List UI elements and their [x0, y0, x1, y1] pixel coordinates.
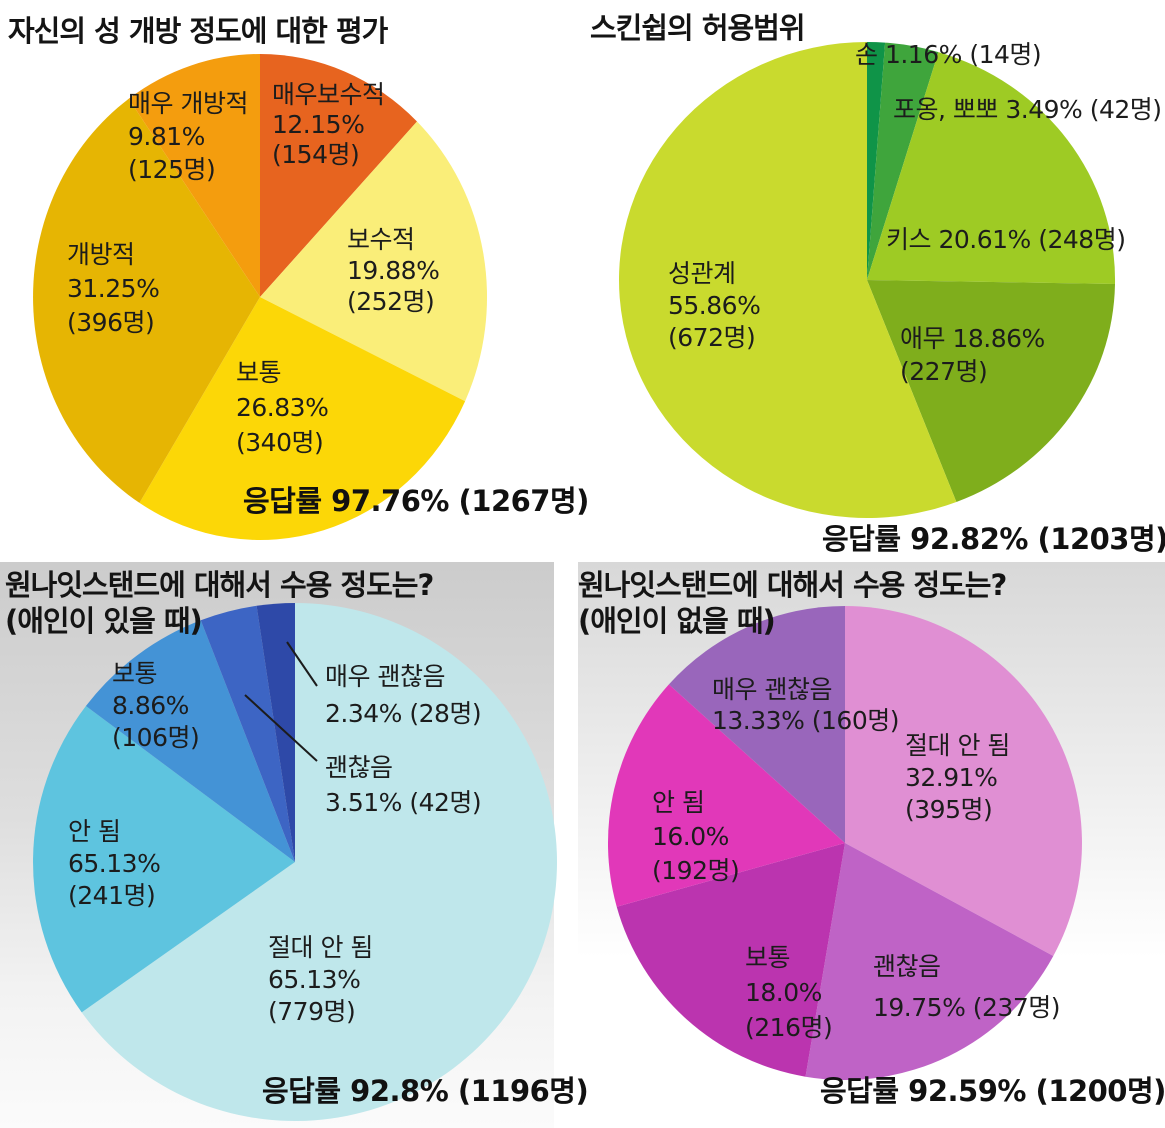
- pie3-slice-3: [200, 605, 295, 862]
- chart4-subtitle: (애인이 없을 때): [578, 604, 776, 638]
- chart4-response-rate: 응답률 92.59% (1200명): [820, 1074, 1165, 1108]
- chart2-label-kiss: 키스 20.61% (248명): [886, 225, 1126, 254]
- pie2-slice-4: [619, 42, 957, 518]
- chart3-title: 원나잇스탠드에 대해서 수용 정도는?: [5, 568, 434, 602]
- chart4-label-very-ok: 매우 괜찮음 13.33% (160명): [712, 675, 900, 735]
- chart3-label-ok: 괜찮음 3.51% (42명): [325, 753, 482, 817]
- pie2-slice-1: [867, 42, 939, 280]
- pie4-slice-0: [845, 606, 1082, 956]
- chart2-label-hug-peck: 포옹, 뽀뽀 3.49% (42명): [893, 95, 1162, 124]
- chart1-label-very-conservative: 매우보수적 12.15% (154명): [272, 80, 385, 169]
- pie4-slice-2: [616, 843, 845, 1077]
- chart2-label-petting: 애무 18.86% (227명): [900, 324, 1045, 386]
- pie1-slice-1: [260, 121, 488, 402]
- chart3-label-not-ok: 안 됨 65.13% (241명): [68, 817, 161, 910]
- annotation-layer: [244, 641, 318, 762]
- pie2-slice-0: [867, 41, 886, 280]
- pie3-slice-2: [85, 620, 296, 862]
- chart4-label-ok-name: 괜찮음: [873, 952, 941, 981]
- pie4-slice-4: [668, 606, 845, 843]
- chart3-response-rate: 응답률 92.8% (1196명): [262, 1074, 589, 1108]
- pie1-slice-3: [33, 98, 260, 503]
- chart1-label-conservative: 보수적 19.88% (252명): [347, 225, 440, 316]
- chart4-label-absolutely-not: 절대 안 됨 32.91% (395명): [905, 731, 1010, 824]
- chart4-label-not-ok: 안 됨 16.0% (192명): [652, 788, 740, 885]
- leader-line-very-ok: [286, 641, 318, 687]
- pie2-slice-2: [867, 52, 1116, 284]
- pie1-slice-4: [128, 54, 260, 297]
- chart1-label-very-open: 매우 개방적 9.81% (125명): [128, 89, 248, 184]
- chart2-label-hand: 손 1.16% (14명): [855, 40, 1042, 69]
- chart2-title: 스킨쉽의 허용범위: [590, 11, 806, 45]
- pie3-slice-1: [33, 706, 295, 1013]
- chart1-response-rate: 응답률 97.76% (1267명): [243, 484, 589, 518]
- pie-slice-layer: [33, 41, 1116, 1121]
- pie3-slice-4: [256, 603, 295, 862]
- chart3-label-absolutely-not: 절대 안 됨 65.13% (779명): [268, 933, 373, 1026]
- chart1-label-average: 보통 26.83% (340명): [236, 358, 329, 457]
- pie1-slice-0: [260, 54, 417, 297]
- chart2-response-rate: 응답률 92.82% (1203명): [822, 522, 1165, 556]
- pie1-slice-2: [139, 297, 466, 540]
- chart3-label-average: 보통 8.86% (106명): [112, 659, 200, 752]
- chart4-label-ok-value: 19.75% (237명): [873, 993, 1061, 1022]
- chart1-title: 자신의 성 개방 정도에 대한 평가: [8, 14, 388, 48]
- chart3-subtitle: (애인이 있을 때): [5, 604, 203, 638]
- pie2-slice-3: [867, 280, 1115, 502]
- pie4-slice-1: [805, 843, 1054, 1081]
- chart4-label-average: 보통 18.0% (216명): [745, 943, 833, 1042]
- chart1-label-open: 개방적 31.25% (396명): [67, 240, 160, 337]
- chart4-title: 원나잇스탠드에 대해서 수용 정도는?: [578, 568, 1007, 602]
- pie4-slice-3: [607, 684, 845, 907]
- chart2-label-sex: 성관계 55.86% (672명): [668, 259, 761, 352]
- leader-line-ok: [244, 694, 318, 762]
- pie3-slice-0: [81, 603, 557, 1121]
- chart3-label-very-ok: 매우 괜찮음 2.34% (28명): [325, 662, 482, 728]
